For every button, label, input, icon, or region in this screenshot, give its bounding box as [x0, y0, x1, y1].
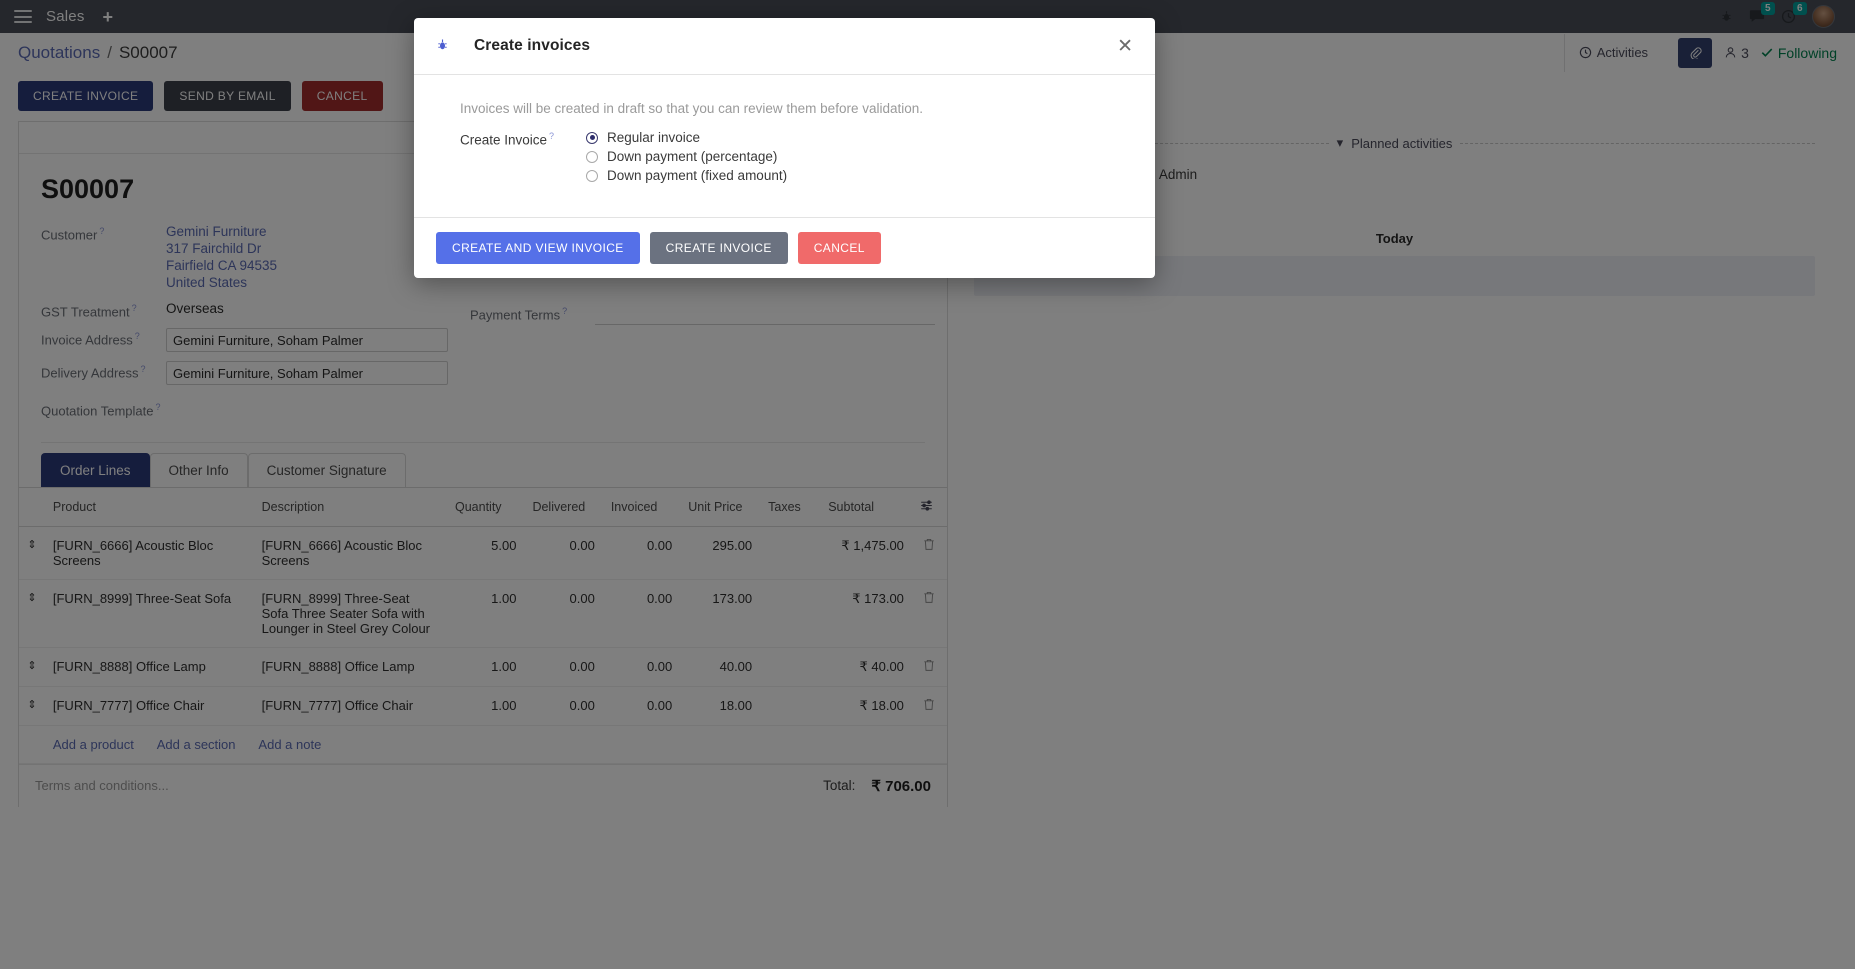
- dialog-body: Invoices will be created in draft so tha…: [414, 75, 1155, 217]
- dialog-title: Create invoices: [474, 37, 591, 54]
- dialog-cancel-button[interactable]: CANCEL: [797, 232, 881, 264]
- create-and-view-invoice-button[interactable]: CREATE AND VIEW INVOICE: [436, 232, 640, 264]
- dialog-footer: CREATE AND VIEW INVOICE CREATE INVOICE C…: [414, 217, 1155, 278]
- radio-indicator[interactable]: [586, 150, 598, 163]
- help-icon[interactable]: ?: [549, 131, 555, 141]
- radio-indicator[interactable]: [586, 131, 598, 144]
- radio-option-down-payment-fixed[interactable]: Down payment (fixed amount): [586, 168, 787, 183]
- radio-indicator[interactable]: [586, 169, 598, 182]
- close-icon[interactable]: ✕: [1117, 35, 1133, 57]
- radio-option-regular-invoice[interactable]: Regular invoice: [586, 130, 787, 145]
- dialog-header: Create invoices ✕: [414, 18, 1155, 75]
- create-invoice-button[interactable]: CREATE INVOICE: [649, 232, 788, 264]
- bug-icon: [436, 38, 449, 55]
- radio-label: Down payment (fixed amount): [607, 168, 788, 183]
- create-invoice-label: Create Invoice?: [460, 131, 555, 148]
- invoice-type-radio-group: Regular invoice Down payment (percentage…: [586, 130, 787, 187]
- create-invoices-dialog: Create invoices ✕ Invoices will be creat…: [414, 18, 1155, 278]
- radio-option-down-payment-percentage[interactable]: Down payment (percentage): [586, 149, 787, 164]
- radio-label: Regular invoice: [607, 130, 701, 145]
- radio-label: Down payment (percentage): [607, 149, 778, 164]
- create-invoice-field: Create Invoice? Regular invoice Down pay…: [436, 130, 1133, 187]
- dialog-note: Invoices will be created in draft so tha…: [460, 101, 923, 116]
